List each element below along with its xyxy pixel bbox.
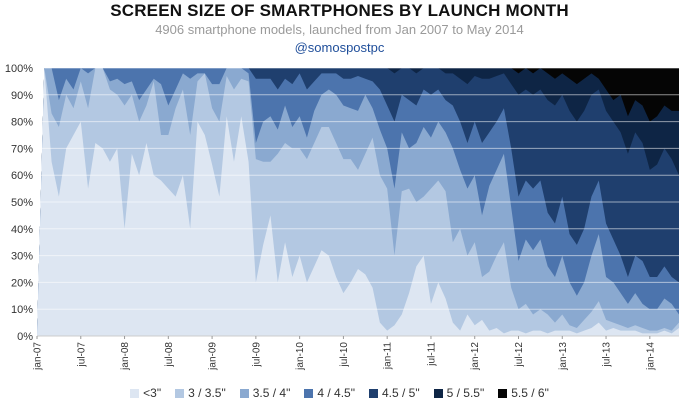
area-series-0 [37, 68, 679, 336]
legend-item: <3" [130, 386, 161, 400]
legend-label: 3 / 3.5" [188, 386, 226, 400]
x-tick-label: jul-07 [76, 342, 87, 368]
legend-label: 5 / 5.5" [446, 386, 485, 400]
y-tick-label: 30% [11, 251, 33, 263]
legend-label: 4.5 / 5" [381, 386, 420, 400]
y-axis: 0% 10% 20% 30% 40% 50% 60% 70% 80% 90% 100% [5, 63, 33, 343]
legend-swatch [498, 388, 508, 398]
legend: <3" 3 / 3.5" 3.5 / 4" 4 / 4.5" 4.5 / 5" 5 / 5… [0, 386, 679, 400]
x-tick-label: jan-11 [383, 342, 394, 370]
x-tick-label: jul-10 [339, 342, 350, 368]
chart-subtitle: 4906 smartphone models, launched from Ja… [155, 22, 524, 37]
y-tick-label: 0% [17, 331, 33, 343]
legend-label: 5.5 / 6" [511, 386, 549, 400]
legend-item: 5.5 / 6" [498, 386, 549, 400]
legend-swatch [368, 388, 378, 398]
legend-item: 4.5 / 5" [368, 386, 420, 400]
legend-item: 3 / 3.5" [175, 386, 226, 400]
legend-item: 4 / 4.5" [304, 386, 355, 400]
legend-swatch [175, 388, 185, 398]
x-tick-label: jan-07 [33, 342, 44, 371]
chart-title: SCREEN SIZE OF SMARTPHONES BY LAUNCH MON… [110, 1, 569, 20]
y-tick-label: 10% [11, 304, 33, 316]
x-tick-label: jan-08 [120, 342, 131, 371]
x-tick-label: jan-14 [645, 342, 656, 371]
legend-label: 4 / 4.5" [317, 386, 355, 400]
y-tick-label: 100% [5, 63, 33, 75]
legend-item: 5 / 5.5" [433, 386, 485, 400]
y-tick-label: 60% [11, 170, 33, 182]
y-tick-label: 40% [11, 224, 33, 236]
legend-swatch [130, 388, 140, 398]
y-tick-label: 50% [11, 197, 33, 209]
x-tick-label: jul-13 [602, 342, 613, 368]
x-tick-label: jul-09 [251, 342, 262, 368]
legend-label: <3" [143, 386, 162, 400]
x-tick-label: jan-13 [558, 342, 569, 371]
y-tick-label: 80% [11, 117, 33, 129]
gridlines [37, 67, 679, 337]
y-tick-label: 20% [11, 277, 33, 289]
y-tick-label: 90% [11, 90, 33, 102]
legend-swatch [304, 388, 314, 398]
x-tick-label: jul-12 [514, 342, 525, 368]
x-axis: jan-07 jul-07 jan-08 jul-08 jan-09 jul-09 jan-… [33, 335, 679, 371]
x-tick-label: jan-09 [208, 342, 219, 371]
x-tick-label: jul-08 [164, 342, 175, 368]
author-handle[interactable]: @somospostpc [294, 40, 385, 55]
legend-swatch [239, 388, 249, 398]
y-tick-label: 70% [11, 143, 33, 155]
legend-label: 3.5 / 4" [252, 386, 291, 400]
legend-swatch [433, 388, 443, 398]
x-tick-label: jan-10 [295, 342, 306, 371]
x-tick-label: jan-12 [470, 342, 481, 371]
x-tick-label: jul-11 [427, 342, 438, 367]
legend-item: 3.5 / 4" [239, 386, 291, 400]
